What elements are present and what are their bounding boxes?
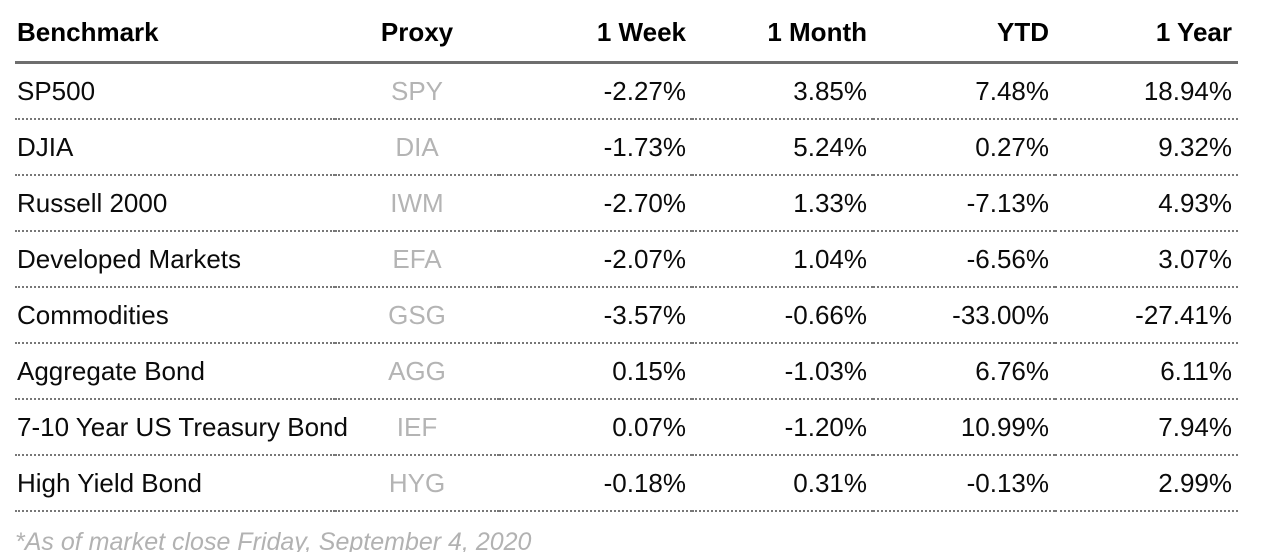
proxy-cell: EFA bbox=[335, 231, 499, 288]
month-cell: 1.04% bbox=[692, 231, 873, 288]
week-cell: 0.15% bbox=[499, 343, 692, 400]
year-cell: 2.99% bbox=[1055, 455, 1238, 512]
benchmark-performance-table: Benchmark Proxy 1 Week 1 Month YTD 1 Yea… bbox=[15, 0, 1238, 512]
table-row: Developed Markets EFA -2.07% 1.04% -6.56… bbox=[15, 231, 1238, 288]
column-header-ytd: YTD bbox=[873, 0, 1055, 64]
ytd-cell: 7.48% bbox=[873, 62, 1055, 120]
proxy-cell: SPY bbox=[335, 62, 499, 120]
benchmark-cell: Aggregate Bond bbox=[15, 343, 335, 400]
ytd-cell: -0.13% bbox=[873, 455, 1055, 512]
table-row: SP500 SPY -2.27% 3.85% 7.48% 18.94% bbox=[15, 62, 1238, 120]
benchmark-cell: 7-10 Year US Treasury Bond bbox=[15, 399, 348, 456]
proxy-cell: IEF bbox=[335, 399, 499, 456]
column-header-1-month: 1 Month bbox=[692, 0, 873, 64]
ytd-cell: 6.76% bbox=[873, 343, 1055, 400]
benchmark-cell: Commodities bbox=[15, 287, 335, 344]
table-row: DJIA DIA -1.73% 5.24% 0.27% 9.32% bbox=[15, 119, 1238, 176]
table-row: 7-10 Year US Treasury Bond IEF 0.07% -1.… bbox=[15, 399, 1238, 456]
week-cell: -1.73% bbox=[499, 119, 692, 176]
month-cell: 5.24% bbox=[692, 119, 873, 176]
month-cell: -0.66% bbox=[692, 287, 873, 344]
column-header-benchmark: Benchmark bbox=[15, 0, 335, 64]
proxy-cell: DIA bbox=[335, 119, 499, 176]
year-cell: 4.93% bbox=[1055, 175, 1238, 232]
month-cell: 1.33% bbox=[692, 175, 873, 232]
as-of-date-footnote: *As of market close Friday, September 4,… bbox=[15, 528, 532, 552]
column-header-proxy: Proxy bbox=[335, 0, 499, 64]
ytd-cell: -7.13% bbox=[873, 175, 1055, 232]
column-header-1-week: 1 Week bbox=[499, 0, 692, 64]
header-row: Benchmark Proxy 1 Week 1 Month YTD 1 Yea… bbox=[15, 0, 1238, 64]
year-cell: 18.94% bbox=[1055, 62, 1238, 120]
ytd-cell: 0.27% bbox=[873, 119, 1055, 176]
benchmark-cell: High Yield Bond bbox=[15, 455, 335, 512]
table-row: Russell 2000 IWM -2.70% 1.33% -7.13% 4.9… bbox=[15, 175, 1238, 232]
week-cell: -3.57% bbox=[499, 287, 692, 344]
ytd-cell: -33.00% bbox=[873, 287, 1055, 344]
year-cell: 9.32% bbox=[1055, 119, 1238, 176]
month-cell: -1.20% bbox=[692, 399, 873, 456]
table-row: Aggregate Bond AGG 0.15% -1.03% 6.76% 6.… bbox=[15, 343, 1238, 400]
week-cell: -2.07% bbox=[499, 231, 692, 288]
benchmark-cell: Developed Markets bbox=[15, 231, 335, 288]
month-cell: 3.85% bbox=[692, 62, 873, 120]
week-cell: -0.18% bbox=[499, 455, 692, 512]
proxy-cell: IWM bbox=[335, 175, 499, 232]
week-cell: -2.70% bbox=[499, 175, 692, 232]
year-cell: 7.94% bbox=[1055, 399, 1238, 456]
benchmark-cell: DJIA bbox=[15, 119, 335, 176]
ytd-cell: 10.99% bbox=[873, 399, 1055, 456]
proxy-cell: AGG bbox=[335, 343, 499, 400]
benchmark-cell: SP500 bbox=[15, 62, 335, 120]
benchmark-cell: Russell 2000 bbox=[15, 175, 335, 232]
column-header-1-year: 1 Year bbox=[1055, 0, 1238, 64]
week-cell: 0.07% bbox=[499, 399, 692, 456]
month-cell: -1.03% bbox=[692, 343, 873, 400]
year-cell: 3.07% bbox=[1055, 231, 1238, 288]
month-cell: 0.31% bbox=[692, 455, 873, 512]
table-row: Commodities GSG -3.57% -0.66% -33.00% -2… bbox=[15, 287, 1238, 344]
ytd-cell: -6.56% bbox=[873, 231, 1055, 288]
table-row: High Yield Bond HYG -0.18% 0.31% -0.13% … bbox=[15, 455, 1238, 512]
year-cell: 6.11% bbox=[1055, 343, 1238, 400]
proxy-cell: GSG bbox=[335, 287, 499, 344]
week-cell: -2.27% bbox=[499, 62, 692, 120]
year-cell: -27.41% bbox=[1055, 287, 1238, 344]
proxy-cell: HYG bbox=[335, 455, 499, 512]
